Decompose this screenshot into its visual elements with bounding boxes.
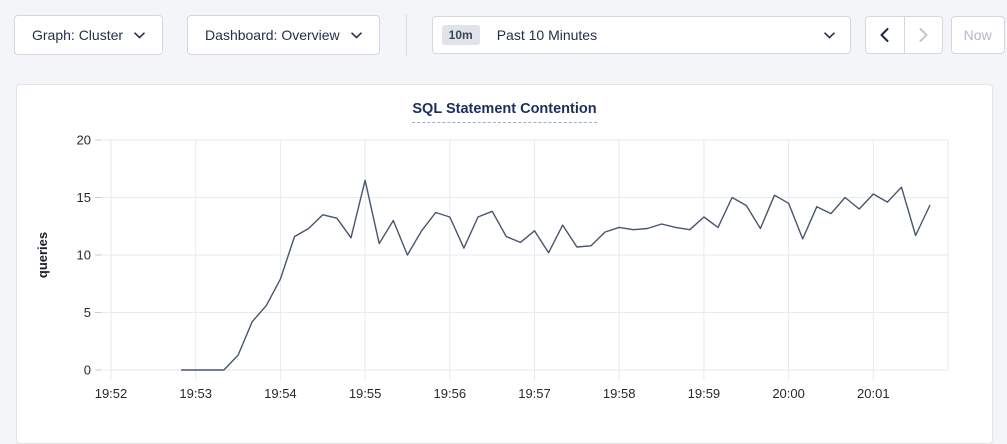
chevron-right-icon: [919, 28, 928, 42]
x-tick-label: 19:59: [688, 386, 721, 401]
x-tick-label: 19:57: [518, 386, 551, 401]
data-line: [180, 179, 931, 371]
x-tick-label: 19:54: [264, 386, 297, 401]
x-tick-label: 19:55: [349, 386, 382, 401]
dashboard-dropdown-label: Dashboard: Overview: [205, 27, 340, 43]
y-tick-label: 10: [77, 248, 91, 263]
chevron-left-icon: [880, 28, 889, 42]
x-tick-label: 19:53: [179, 386, 212, 401]
chevron-down-icon: [823, 31, 835, 39]
prev-time-button[interactable]: [865, 17, 904, 53]
y-tick-label: 5: [84, 305, 91, 320]
y-axis-title: queries: [35, 232, 50, 278]
chevron-down-icon: [350, 31, 362, 39]
y-tick-label: 20: [77, 133, 91, 148]
toolbar-divider: [405, 14, 407, 56]
chart-title-row: SQL Statement Contention: [17, 101, 992, 123]
x-tick-label: 19:58: [603, 386, 636, 401]
now-button-label: Now: [963, 27, 992, 43]
chevron-down-icon: [134, 31, 145, 39]
time-range-label: Past 10 Minutes: [496, 27, 598, 43]
chart-card: SQL Statement Contention 0 5 10 15 20 19:52 19…: [16, 84, 993, 444]
chart-title[interactable]: SQL Statement Contention: [412, 101, 597, 123]
dashboard-dropdown-button[interactable]: Dashboard: Overview: [187, 15, 380, 55]
x-tick-label: 19:56: [434, 386, 467, 401]
x-tick-label: 20:00: [772, 386, 805, 401]
sql-contention-chart: 0 5 10 15 20 19:52 19:53 19:54 19:55 19:56 19:57 19…: [35, 133, 949, 401]
next-time-button[interactable]: [903, 17, 942, 53]
toolbar: Graph: Cluster Dashboard: Overview 10m P…: [0, 0, 1007, 70]
x-tick-label: 19:52: [95, 386, 128, 401]
graph-dropdown-label: Graph: Cluster: [32, 27, 124, 43]
y-tick-label: 0: [84, 363, 91, 378]
time-window-badge: 10m: [441, 25, 480, 45]
time-range-dropdown[interactable]: 10m Past 10 Minutes: [431, 16, 851, 54]
x-tick-label: 20:01: [857, 386, 890, 401]
y-tick-label: 15: [77, 190, 91, 205]
now-button[interactable]: Now: [950, 16, 1005, 54]
graph-dropdown-button[interactable]: Graph: Cluster: [14, 15, 164, 55]
time-step-button-group: [864, 16, 943, 54]
